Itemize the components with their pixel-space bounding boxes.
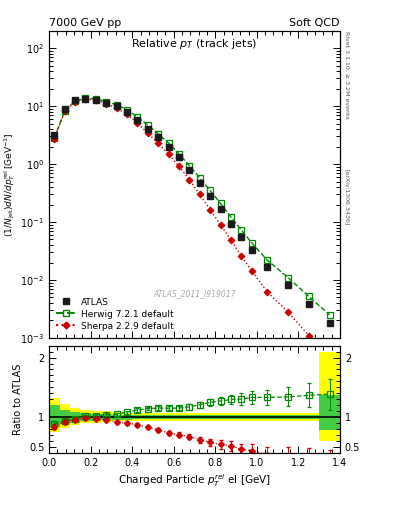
X-axis label: Charged Particle $p_T^{rel}$ el [GeV]: Charged Particle $p_T^{rel}$ el [GeV]: [118, 472, 271, 489]
Y-axis label: $(1/N_\mathrm{jet})dN/dp^\mathrm{rel}_T\,[\mathrm{GeV}^{-1}]$: $(1/N_\mathrm{jet})dN/dp^\mathrm{rel}_T\…: [3, 132, 18, 237]
Y-axis label: Ratio to ATLAS: Ratio to ATLAS: [13, 364, 23, 435]
Text: 7000 GeV pp: 7000 GeV pp: [49, 18, 121, 28]
Text: Rivet 3.1.10; ≥ 3.2M events: Rivet 3.1.10; ≥ 3.2M events: [344, 31, 349, 118]
Legend: ATLAS, Herwig 7.2.1 default, Sherpa 2.2.9 default: ATLAS, Herwig 7.2.1 default, Sherpa 2.2.…: [53, 295, 176, 333]
Text: Relative $p_T$ (track jets): Relative $p_T$ (track jets): [131, 37, 258, 51]
Text: Soft QCD: Soft QCD: [290, 18, 340, 28]
Text: ATLAS_2011_I919017: ATLAS_2011_I919017: [153, 289, 236, 298]
Text: [arXiv:1306.3436]: [arXiv:1306.3436]: [344, 169, 349, 225]
